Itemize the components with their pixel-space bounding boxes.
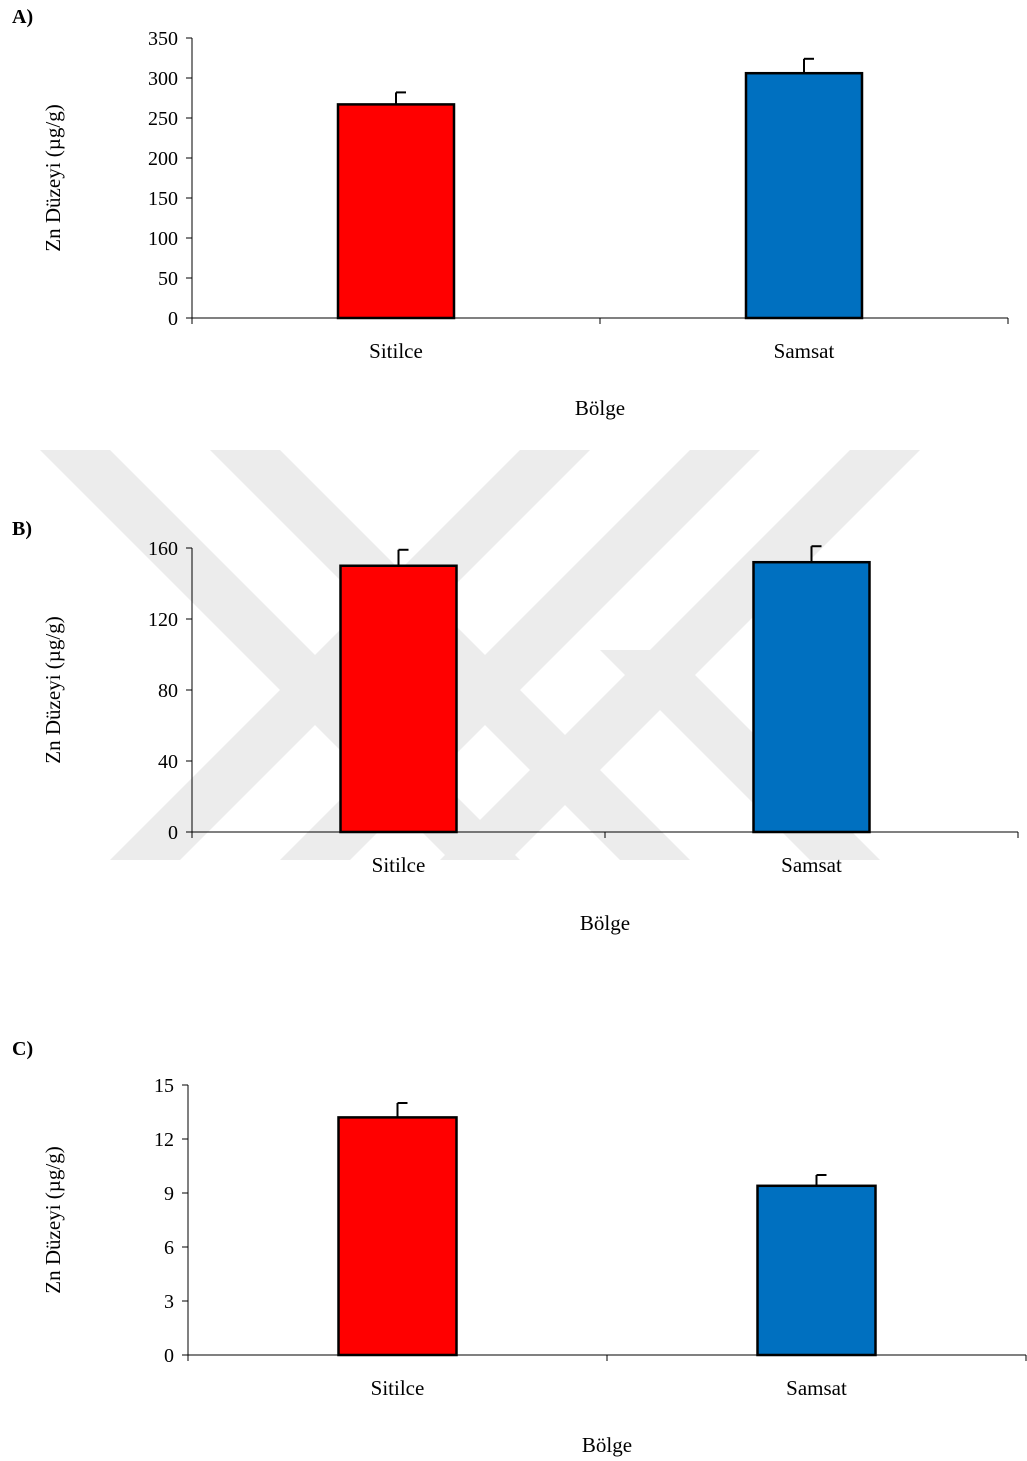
y-tick-label: 300 (148, 68, 178, 90)
x-tick-label: Sitilce (369, 339, 423, 363)
panel-label: C) (12, 1038, 34, 1060)
bar-samsat (756, 1184, 877, 1357)
bar-chart-c: 0 3 6 9 12 15 Sitilce Samsat Bölge Zn Düzeyi (µg/… (41, 1075, 1027, 1457)
y-tick-label: 3 (164, 1291, 174, 1313)
panel-label: B) (12, 518, 32, 540)
y-axis-title: Zn Düzeyi (µg/g) (41, 616, 65, 763)
bar-sitilce (339, 564, 458, 834)
y-tick-label: 0 (164, 1345, 174, 1367)
y-tick-label: 160 (148, 538, 178, 560)
x-axis-title: Bölge (582, 1433, 632, 1457)
bar-samsat (752, 560, 871, 834)
y-tick-label: 50 (158, 268, 178, 290)
chart-panel-b: B) 0 40 80 120 160 Sitilce Samsat Bölge Zn Düzey… (0, 510, 1027, 950)
x-tick-label: Sitilce (372, 853, 426, 877)
chart-panel-a: A) 0 50 100 150 200 250 300 350 Sitilce Samsat Böl… (0, 0, 1027, 440)
y-tick-label: 250 (148, 108, 178, 130)
y-tick-label: 100 (148, 228, 178, 250)
y-tick-label: 9 (164, 1183, 174, 1205)
bar-chart-b: 0 40 80 120 160 Sitilce Samsat Bölge Zn Düzeyi (… (41, 538, 1019, 935)
bar-chart-a: 0 50 100 150 200 250 300 350 Sitilce Samsat Bölge Z… (41, 28, 1009, 420)
x-tick-label: Sitilce (371, 1376, 425, 1400)
y-tick-label: 80 (158, 680, 178, 702)
y-tick-label: 15 (154, 1075, 174, 1097)
y-tick-label: 350 (148, 28, 178, 50)
chart-panel-c: C) 0 3 6 9 12 15 Sitilce Samsat Bölge Zn Düzeyi (… (0, 1030, 1027, 1461)
x-axis-title: Bölge (575, 396, 625, 420)
y-axis-title: Zn Düzeyi (µg/g) (41, 104, 65, 251)
y-tick-label: 120 (148, 609, 178, 631)
y-tick-label: 12 (154, 1129, 174, 1151)
y-tick-label: 150 (148, 188, 178, 210)
y-tick-label: 0 (168, 822, 178, 844)
x-tick-label: Samsat (774, 339, 835, 363)
x-axis-title: Bölge (580, 911, 630, 935)
panel-label: A) (12, 6, 34, 28)
y-tick-label: 6 (164, 1237, 174, 1259)
y-tick-label: 0 (168, 308, 178, 330)
bar-sitilce (337, 1116, 458, 1357)
y-tick-label: 200 (148, 148, 178, 170)
y-tick-label: 40 (158, 751, 178, 773)
y-axis-title: Zn Düzeyi (µg/g) (41, 1146, 65, 1293)
bar-sitilce (336, 103, 456, 320)
bar-samsat (744, 71, 864, 320)
x-tick-label: Samsat (786, 1376, 847, 1400)
x-tick-label: Samsat (781, 853, 842, 877)
